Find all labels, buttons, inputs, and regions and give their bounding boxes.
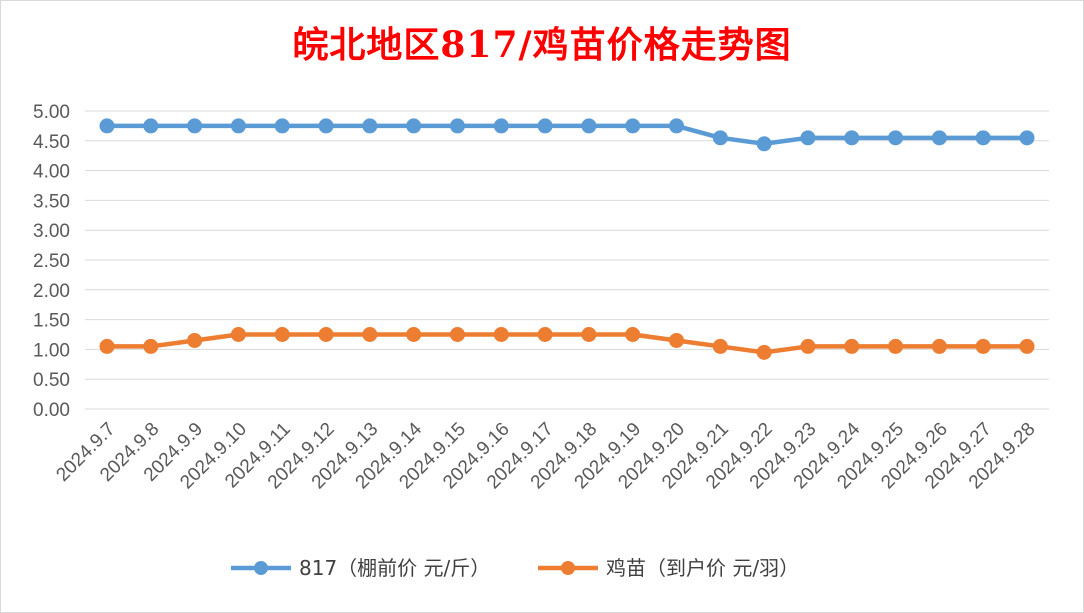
data-point bbox=[274, 327, 290, 342]
data-point bbox=[975, 338, 991, 354]
y-tick-label: 3.00 bbox=[33, 221, 70, 242]
data-point bbox=[318, 327, 334, 342]
data-point bbox=[406, 118, 422, 134]
data-point bbox=[99, 118, 115, 134]
data-point bbox=[362, 327, 378, 342]
data-point bbox=[143, 118, 159, 134]
data-point bbox=[581, 327, 597, 342]
y-tick-label: 0.50 bbox=[33, 370, 70, 391]
grid-lines bbox=[85, 110, 1049, 410]
y-tick-label: 3.50 bbox=[33, 191, 70, 212]
data-point bbox=[756, 136, 772, 152]
legend-label-0: 817（棚前价 元/斤） bbox=[299, 556, 490, 580]
data-point bbox=[756, 344, 772, 360]
data-point bbox=[406, 327, 422, 342]
data-point bbox=[362, 118, 378, 134]
series-line-1 bbox=[107, 332, 1027, 355]
data-point bbox=[800, 338, 816, 354]
data-point bbox=[449, 327, 465, 342]
data-point bbox=[230, 327, 246, 342]
series-layer bbox=[99, 118, 1035, 360]
data-point bbox=[844, 338, 860, 354]
y-tick-label: 4.50 bbox=[33, 132, 70, 153]
y-tick-label: 1.00 bbox=[33, 340, 70, 361]
data-point bbox=[669, 118, 685, 134]
data-point bbox=[800, 130, 816, 146]
data-point bbox=[449, 118, 465, 134]
data-point bbox=[975, 130, 991, 146]
data-point bbox=[274, 118, 290, 134]
y-tick-label: 5.00 bbox=[33, 102, 70, 123]
legend-marker-0 bbox=[254, 561, 268, 575]
legend-marker-1 bbox=[561, 561, 575, 575]
y-tick-label: 1.50 bbox=[33, 311, 70, 332]
data-point bbox=[1019, 338, 1035, 354]
data-point bbox=[143, 338, 159, 354]
data-point bbox=[669, 332, 685, 348]
data-point bbox=[1019, 130, 1035, 146]
data-point bbox=[931, 130, 947, 146]
data-point bbox=[712, 338, 728, 354]
data-point bbox=[931, 338, 947, 354]
data-point bbox=[581, 118, 597, 134]
data-point bbox=[537, 118, 553, 134]
data-point bbox=[187, 332, 203, 348]
data-point bbox=[99, 338, 115, 354]
data-point bbox=[187, 118, 203, 134]
data-point bbox=[712, 130, 728, 146]
data-point bbox=[625, 327, 641, 342]
x-axis: 2024.9.72024.9.82024.9.92024.9.102024.9.… bbox=[52, 418, 1039, 493]
y-tick-label: 2.00 bbox=[33, 281, 70, 302]
data-point bbox=[844, 130, 860, 146]
data-point bbox=[888, 130, 904, 146]
data-point bbox=[888, 338, 904, 354]
y-tick-label: 4.00 bbox=[33, 162, 70, 183]
series-line-0 bbox=[107, 123, 1027, 147]
data-point bbox=[318, 118, 334, 134]
y-tick-label: 0.00 bbox=[33, 400, 70, 421]
chart-title: 皖北地区817/鸡苗价格走势图 bbox=[292, 24, 792, 66]
legend: 817（棚前价 元/斤） 鸡苗（到户价 元/羽） bbox=[231, 556, 799, 580]
data-point bbox=[493, 327, 509, 342]
legend-label-1: 鸡苗（到户价 元/羽） bbox=[606, 556, 799, 580]
data-point bbox=[537, 327, 553, 342]
data-point bbox=[493, 118, 509, 134]
data-point bbox=[230, 118, 246, 134]
y-tick-label: 2.50 bbox=[33, 251, 70, 272]
data-point bbox=[625, 118, 641, 134]
y-axis: 0.00 0.50 1.00 1.50 2.00 2.50 3.00 3.50 4.00 4.50… bbox=[33, 102, 70, 421]
